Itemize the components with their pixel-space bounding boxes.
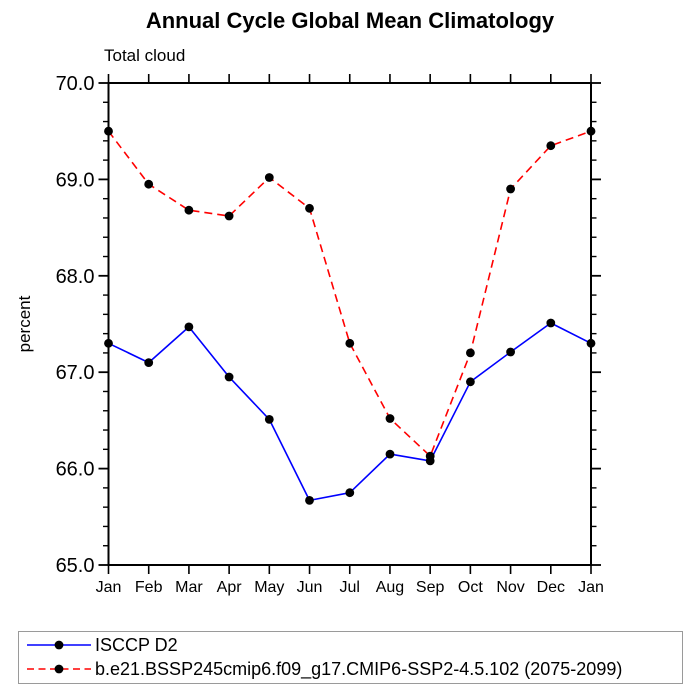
- legend-item-model-run: b.e21.BSSP245cmip6.f09_g17.CMIP6-SSP2-4.…: [23, 657, 682, 681]
- series-0-marker: [144, 358, 154, 367]
- y-tick-label: 65.0: [56, 555, 95, 577]
- legend-label-isccp-d2: ISCCP D2: [95, 634, 178, 655]
- legend-key-dashed-line: [27, 664, 91, 674]
- x-tick-label: Aug: [376, 579, 404, 596]
- x-tick-label: Jun: [297, 579, 323, 596]
- series-0-marker: [184, 322, 194, 332]
- y-tick-label: 70.0: [56, 73, 95, 95]
- series-1-marker: [466, 348, 475, 358]
- y-tick-label: 68.0: [56, 266, 95, 288]
- y-tick-label: 66.0: [56, 459, 95, 481]
- series-0-marker: [104, 338, 113, 348]
- x-tick-label: May: [254, 579, 284, 596]
- data-series: [104, 126, 596, 505]
- legend: ISCCP D2 b.e21.BSSP245cmip6.f09_g17.CMIP…: [18, 631, 683, 684]
- series-1-marker: [546, 141, 556, 151]
- series-0-marker: [546, 318, 556, 328]
- series-1-marker: [264, 173, 274, 182]
- series-1-marker: [385, 414, 395, 423]
- axis-tick-labels: Jan Feb Mar Apr May Jun Jul Aug Sep Oct Nov Dec Jan6…: [56, 73, 604, 596]
- series-0-marker: [506, 347, 515, 357]
- series-0-marker: [264, 415, 274, 424]
- x-tick-label: Mar: [175, 579, 203, 596]
- series-1-marker: [224, 211, 234, 221]
- x-tick-label: Dec: [537, 579, 565, 596]
- series-line-0: [108, 322, 592, 502]
- legend-item-isccp-d2: ISCCP D2: [23, 633, 682, 657]
- legend-label-model-run: b.e21.BSSP245cmip6.f09_g17.CMIP6-SSP2-4.…: [95, 658, 623, 679]
- series-0-marker: [385, 449, 395, 459]
- series-1-marker: [506, 184, 515, 194]
- y-tick-label: 69.0: [56, 169, 95, 191]
- series-0-marker: [586, 338, 596, 348]
- x-tick-label: Apr: [217, 579, 243, 596]
- series-0-marker: [224, 372, 234, 382]
- y-tick-label: 67.0: [56, 362, 95, 384]
- x-tick-label: Sep: [416, 579, 445, 596]
- x-tick-label: Jan: [578, 579, 604, 596]
- series-0-marker: [466, 377, 475, 387]
- axis-ticks: [98, 74, 601, 574]
- chart-title: Annual Cycle Global Mean Climatology: [145, 8, 555, 33]
- x-tick-label: Oct: [458, 579, 483, 596]
- series-0-marker: [345, 488, 355, 498]
- x-tick-label: Nov: [496, 579, 524, 596]
- series-1-marker: [345, 338, 355, 348]
- series-1-marker: [144, 179, 154, 189]
- x-tick-label: Feb: [135, 579, 163, 596]
- series-1-marker: [425, 451, 435, 461]
- legend-key-solid-line: [27, 640, 91, 650]
- y-axis-label: percent: [15, 295, 34, 352]
- series-1-marker: [184, 205, 194, 215]
- plot-area: percent Jan Feb Mar Apr May Jun Jul Aug Sep Oct No…: [15, 73, 604, 596]
- chart-subtitle: Total cloud: [104, 46, 186, 65]
- series-0-marker: [305, 496, 314, 505]
- series-1-marker: [305, 203, 314, 213]
- x-tick-label: Jan: [96, 579, 122, 596]
- x-tick-label: Jul: [340, 579, 360, 596]
- series-1-marker: [586, 126, 596, 136]
- series-line-1: [107, 130, 592, 457]
- series-1-marker: [104, 126, 113, 136]
